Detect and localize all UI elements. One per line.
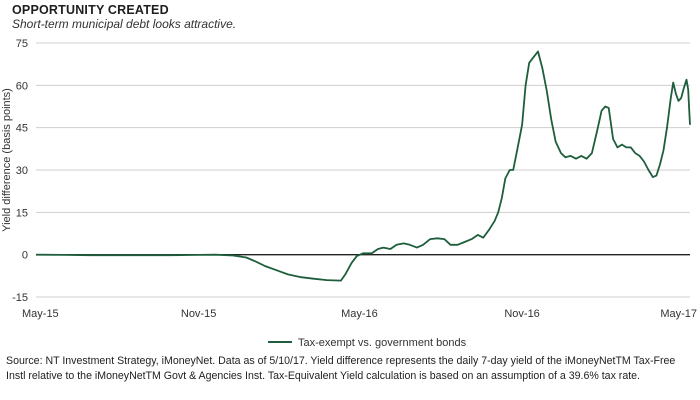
series-line — [35, 50, 691, 282]
gridlines — [36, 42, 690, 298]
y-tick-label: 45 — [16, 123, 28, 135]
x-tick-label: Nov-15 — [181, 308, 216, 320]
chart-title: OPPORTUNITY CREATED — [12, 3, 169, 17]
x-tick-label: Nov-16 — [504, 308, 539, 320]
legend-label: Tax-exempt vs. government bonds — [298, 337, 467, 349]
series-layer — [35, 50, 691, 282]
y-tick-label: 0 — [22, 250, 28, 262]
y-axis-ticks: -15 0 15 30 45 60 75 — [12, 38, 28, 304]
x-tick-label: May-17 — [660, 308, 697, 320]
x-axis-ticks: May-15 Nov-15 May-16 Nov-16 May-17 — [22, 308, 697, 320]
y-tick-label: 15 — [16, 207, 28, 219]
y-tick-label: -15 — [12, 292, 28, 304]
source-note: Source: NT Investment Strategy, iMoneyNe… — [6, 355, 676, 382]
y-tick-label: 30 — [16, 165, 28, 177]
x-tick-label: May-16 — [341, 308, 378, 320]
legend: Tax-exempt vs. government bonds — [268, 337, 467, 349]
x-tick-label: May-15 — [22, 308, 59, 320]
chart-subtitle: Short-term municipal debt looks attracti… — [12, 17, 237, 31]
y-tick-label: 60 — [16, 80, 28, 92]
y-tick-label: 75 — [16, 38, 28, 50]
y-axis-label: Yield difference (basis points) — [1, 88, 13, 232]
